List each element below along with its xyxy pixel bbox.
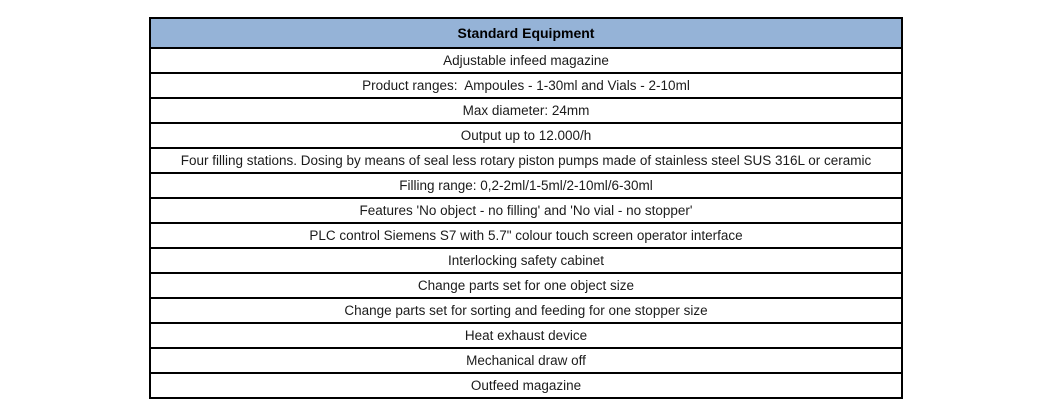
standard-equipment-table: Standard Equipment Adjustable infeed mag… bbox=[149, 17, 903, 399]
table-row: Outfeed magazine bbox=[151, 372, 901, 397]
table-row: Heat exhaust device bbox=[151, 322, 901, 347]
table-row: Change parts set for sorting and feeding… bbox=[151, 297, 901, 322]
table-row: Adjustable infeed magazine bbox=[151, 47, 901, 72]
table-row: Product ranges: Ampoules - 1-30ml and Vi… bbox=[151, 72, 901, 97]
table-row: Interlocking safety cabinet bbox=[151, 247, 901, 272]
table-row: Features 'No object - no filling' and 'N… bbox=[151, 197, 901, 222]
table-row: Max diameter: 24mm bbox=[151, 97, 901, 122]
table-header: Standard Equipment bbox=[151, 19, 901, 47]
table-row: Four filling stations. Dosing by means o… bbox=[151, 147, 901, 172]
table-row: Filling range: 0,2-2ml/1-5ml/2-10ml/6-30… bbox=[151, 172, 901, 197]
table-row: Change parts set for one object size bbox=[151, 272, 901, 297]
table-row: Output up to 12.000/h bbox=[151, 122, 901, 147]
table-row: PLC control Siemens S7 with 5.7" colour … bbox=[151, 222, 901, 247]
table-row: Mechanical draw off bbox=[151, 347, 901, 372]
